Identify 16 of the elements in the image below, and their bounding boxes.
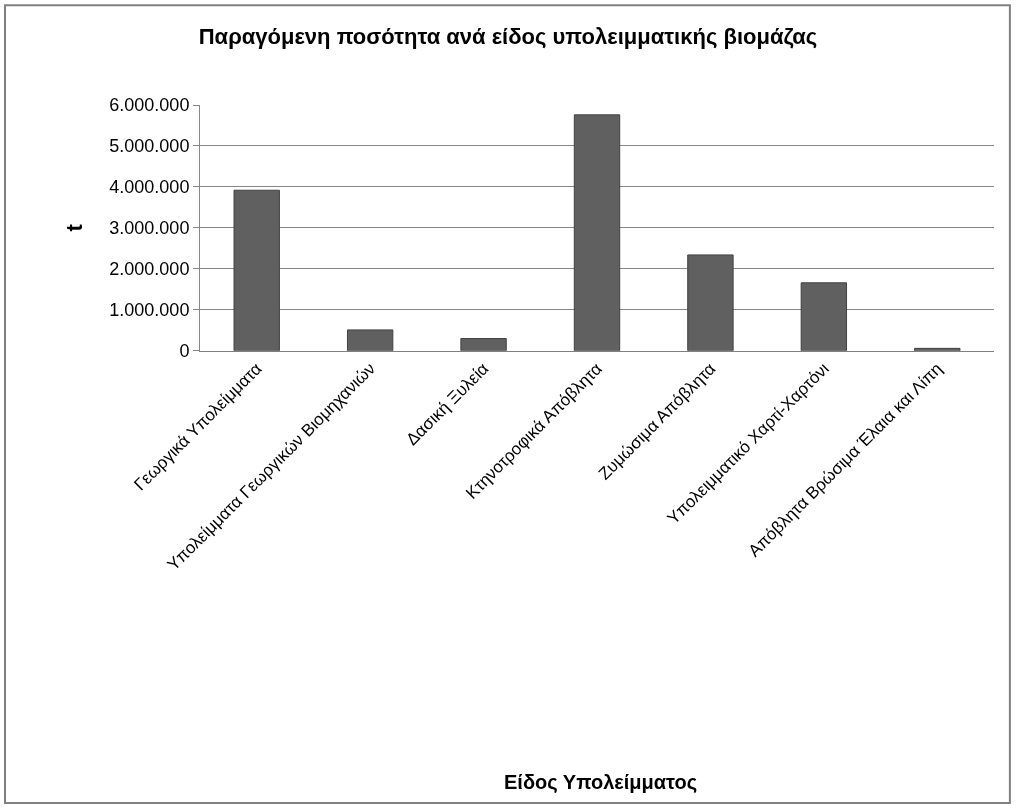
y-tick-label: 1.000.000 xyxy=(109,300,190,321)
y-tick-label: 3.000.000 xyxy=(109,218,190,239)
bar xyxy=(687,254,734,351)
bar xyxy=(800,282,848,351)
y-axis-title: t xyxy=(62,223,88,232)
y-tick-label: 5.000.000 xyxy=(109,136,190,157)
y-tick-label: 6.000.000 xyxy=(109,95,190,116)
y-tick-label: 4.000.000 xyxy=(109,177,190,198)
y-tick-label: 0 xyxy=(179,341,190,362)
text: Είδος Υπολείμματος xyxy=(504,771,698,793)
bar xyxy=(233,189,280,351)
bar xyxy=(460,338,507,351)
bar xyxy=(573,114,621,351)
chart-title: Παραγόμενη ποσότητα ανά είδος υπολειμματικής βιομάζας xyxy=(198,23,818,49)
y-tick-label: 2.000.000 xyxy=(109,259,190,280)
bar xyxy=(346,329,394,351)
